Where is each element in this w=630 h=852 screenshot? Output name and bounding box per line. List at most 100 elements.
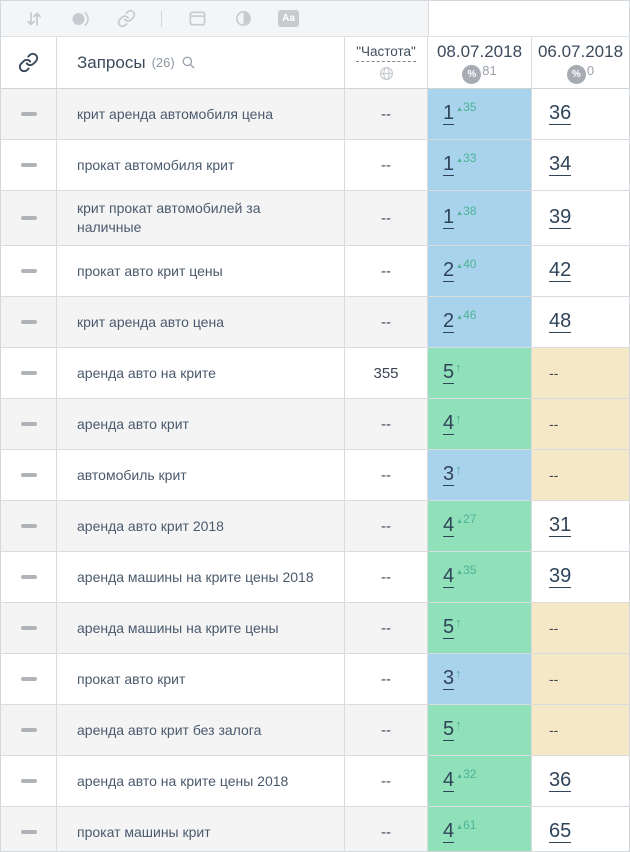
previous-position-value[interactable]: 48 bbox=[549, 310, 572, 333]
keyword-label: крит аренда авто цена bbox=[77, 313, 224, 330]
drag-handle-icon[interactable] bbox=[20, 830, 37, 834]
position-value[interactable]: 4 bbox=[443, 565, 455, 588]
row-handle-cell bbox=[1, 756, 57, 806]
keyword-label: аренда авто на крите bbox=[77, 364, 216, 381]
keyword-label: прокат автомобиля крит bbox=[77, 156, 235, 173]
link-icon[interactable] bbox=[115, 8, 137, 30]
keyword-cell: прокат авто крит bbox=[57, 654, 345, 704]
drag-handle-icon[interactable] bbox=[20, 779, 37, 783]
change-value: 40 bbox=[463, 257, 477, 271]
percent-value: 0 bbox=[586, 62, 595, 78]
table-row: аренда авто на крите цены 2018 -- 4 ▲32 36 bbox=[1, 756, 629, 807]
position-value[interactable]: 1 bbox=[443, 206, 455, 229]
position-change-up: ▲46 bbox=[456, 306, 476, 324]
keyword-cell: аренда авто крит bbox=[57, 399, 345, 449]
position-value[interactable]: 5 bbox=[443, 718, 455, 741]
position-value[interactable]: 2 bbox=[443, 310, 455, 333]
drag-handle-icon[interactable] bbox=[20, 269, 37, 273]
percent-icon: % bbox=[566, 64, 586, 84]
drag-handle-icon[interactable] bbox=[20, 163, 37, 167]
sort-icon[interactable] bbox=[23, 8, 45, 30]
position-value[interactable]: 4 bbox=[443, 820, 455, 843]
drag-handle-icon[interactable] bbox=[20, 422, 37, 426]
drag-handle-icon[interactable] bbox=[20, 216, 37, 220]
up-triangle-icon: ▲ bbox=[456, 773, 464, 780]
position-value[interactable]: 4 bbox=[443, 412, 455, 435]
previous-no-data: -- bbox=[549, 365, 559, 381]
keyword-label: аренда авто крит без залога bbox=[77, 721, 262, 738]
frequency-cell: -- bbox=[345, 89, 428, 139]
drag-handle-icon[interactable] bbox=[20, 677, 37, 681]
position-value[interactable]: 4 bbox=[443, 769, 455, 792]
up-arrow-icon: ↑ bbox=[455, 614, 462, 630]
position-cell: 4 ↑ bbox=[428, 399, 532, 449]
previous-position-cell: -- bbox=[532, 348, 629, 398]
keyword-label: прокат авто крит bbox=[77, 670, 186, 687]
position-value[interactable]: 3 bbox=[443, 463, 455, 486]
window-icon[interactable] bbox=[186, 8, 208, 30]
drag-handle-icon[interactable] bbox=[20, 626, 37, 630]
table-row: аренда авто крит без залога -- 5 ↑ -- bbox=[1, 705, 629, 756]
position-value[interactable]: 5 bbox=[443, 361, 455, 384]
previous-position-value[interactable]: 42 bbox=[549, 259, 572, 282]
link-column-header[interactable] bbox=[1, 37, 57, 88]
frequency-cell: -- bbox=[345, 297, 428, 347]
previous-position-value[interactable]: 39 bbox=[549, 565, 572, 588]
previous-position-value[interactable]: 31 bbox=[549, 514, 572, 537]
position-value[interactable]: 5 bbox=[443, 616, 455, 639]
previous-position-value[interactable]: 36 bbox=[549, 769, 572, 792]
font-settings-icon[interactable]: Aa bbox=[278, 10, 299, 27]
previous-position-value[interactable]: 34 bbox=[549, 153, 572, 176]
position-value[interactable]: 1 bbox=[443, 153, 455, 176]
keyword-label: аренда авто на крите цены 2018 bbox=[77, 772, 289, 789]
phase-circle-icon[interactable] bbox=[69, 8, 91, 30]
up-triangle-icon: ▲ bbox=[456, 518, 464, 525]
previous-position-cell: -- bbox=[532, 705, 629, 755]
position-cell: 1 ▲35 bbox=[428, 89, 532, 139]
drag-handle-icon[interactable] bbox=[20, 371, 37, 375]
position-change-up: ▲40 bbox=[456, 255, 476, 273]
drag-handle-icon[interactable] bbox=[20, 473, 37, 477]
previous-position-cell: -- bbox=[532, 654, 629, 704]
search-icon[interactable] bbox=[181, 55, 196, 70]
drag-handle-icon[interactable] bbox=[20, 575, 37, 579]
keyword-cell: аренда авто на крите bbox=[57, 348, 345, 398]
frequency-value: 355 bbox=[373, 364, 399, 382]
previous-position-value[interactable]: 39 bbox=[549, 206, 572, 229]
position-cell: 5 ↑ bbox=[428, 705, 532, 755]
table-row: автомобиль крит -- 3 ↑ -- bbox=[1, 450, 629, 501]
drag-handle-icon[interactable] bbox=[20, 320, 37, 324]
position-value[interactable]: 2 bbox=[443, 259, 455, 282]
position-value[interactable]: 4 bbox=[443, 514, 455, 537]
up-triangle-icon: ▲ bbox=[456, 314, 464, 321]
percent-icon: % bbox=[462, 64, 482, 84]
previous-position-value[interactable]: 36 bbox=[549, 102, 572, 125]
table-row: аренда машины на крите цены 2018 -- 4 ▲35 39 bbox=[1, 552, 629, 603]
frequency-column-header[interactable]: "Частота" bbox=[345, 37, 428, 88]
keyword-cell: крит аренда авто цена bbox=[57, 297, 345, 347]
drag-handle-icon[interactable] bbox=[20, 112, 37, 116]
previous-position-value[interactable]: 65 bbox=[549, 820, 572, 843]
table-row: аренда машины на крите цены -- 5 ↑ -- bbox=[1, 603, 629, 654]
position-value[interactable]: 3 bbox=[443, 667, 455, 690]
date-column-header-1[interactable]: 08.07.2018 % 81 bbox=[428, 37, 532, 88]
keyword-label: прокат машины крит bbox=[77, 823, 211, 840]
previous-no-data: -- bbox=[549, 467, 559, 483]
keyword-cell: крит прокат автомобилей за наличные bbox=[57, 191, 345, 245]
position-value[interactable]: 1 bbox=[443, 102, 455, 125]
up-arrow-icon: ↑ bbox=[455, 716, 462, 732]
frequency-value: -- bbox=[381, 823, 391, 841]
drag-handle-icon[interactable] bbox=[20, 728, 37, 732]
drag-handle-icon[interactable] bbox=[20, 524, 37, 528]
frequency-cell: -- bbox=[345, 654, 428, 704]
keyword-label: аренда машины на крите цены bbox=[77, 619, 279, 636]
contrast-icon[interactable] bbox=[232, 8, 254, 30]
frequency-value: -- bbox=[381, 670, 391, 688]
frequency-value: -- bbox=[381, 156, 391, 174]
position-cell: 4 ▲27 bbox=[428, 501, 532, 551]
row-handle-cell bbox=[1, 807, 57, 851]
frequency-cell: -- bbox=[345, 552, 428, 602]
percent-value: 81 bbox=[482, 62, 497, 78]
position-cell: 4 ▲32 bbox=[428, 756, 532, 806]
date-column-header-2[interactable]: 06.07.2018 % 0 bbox=[532, 37, 629, 88]
